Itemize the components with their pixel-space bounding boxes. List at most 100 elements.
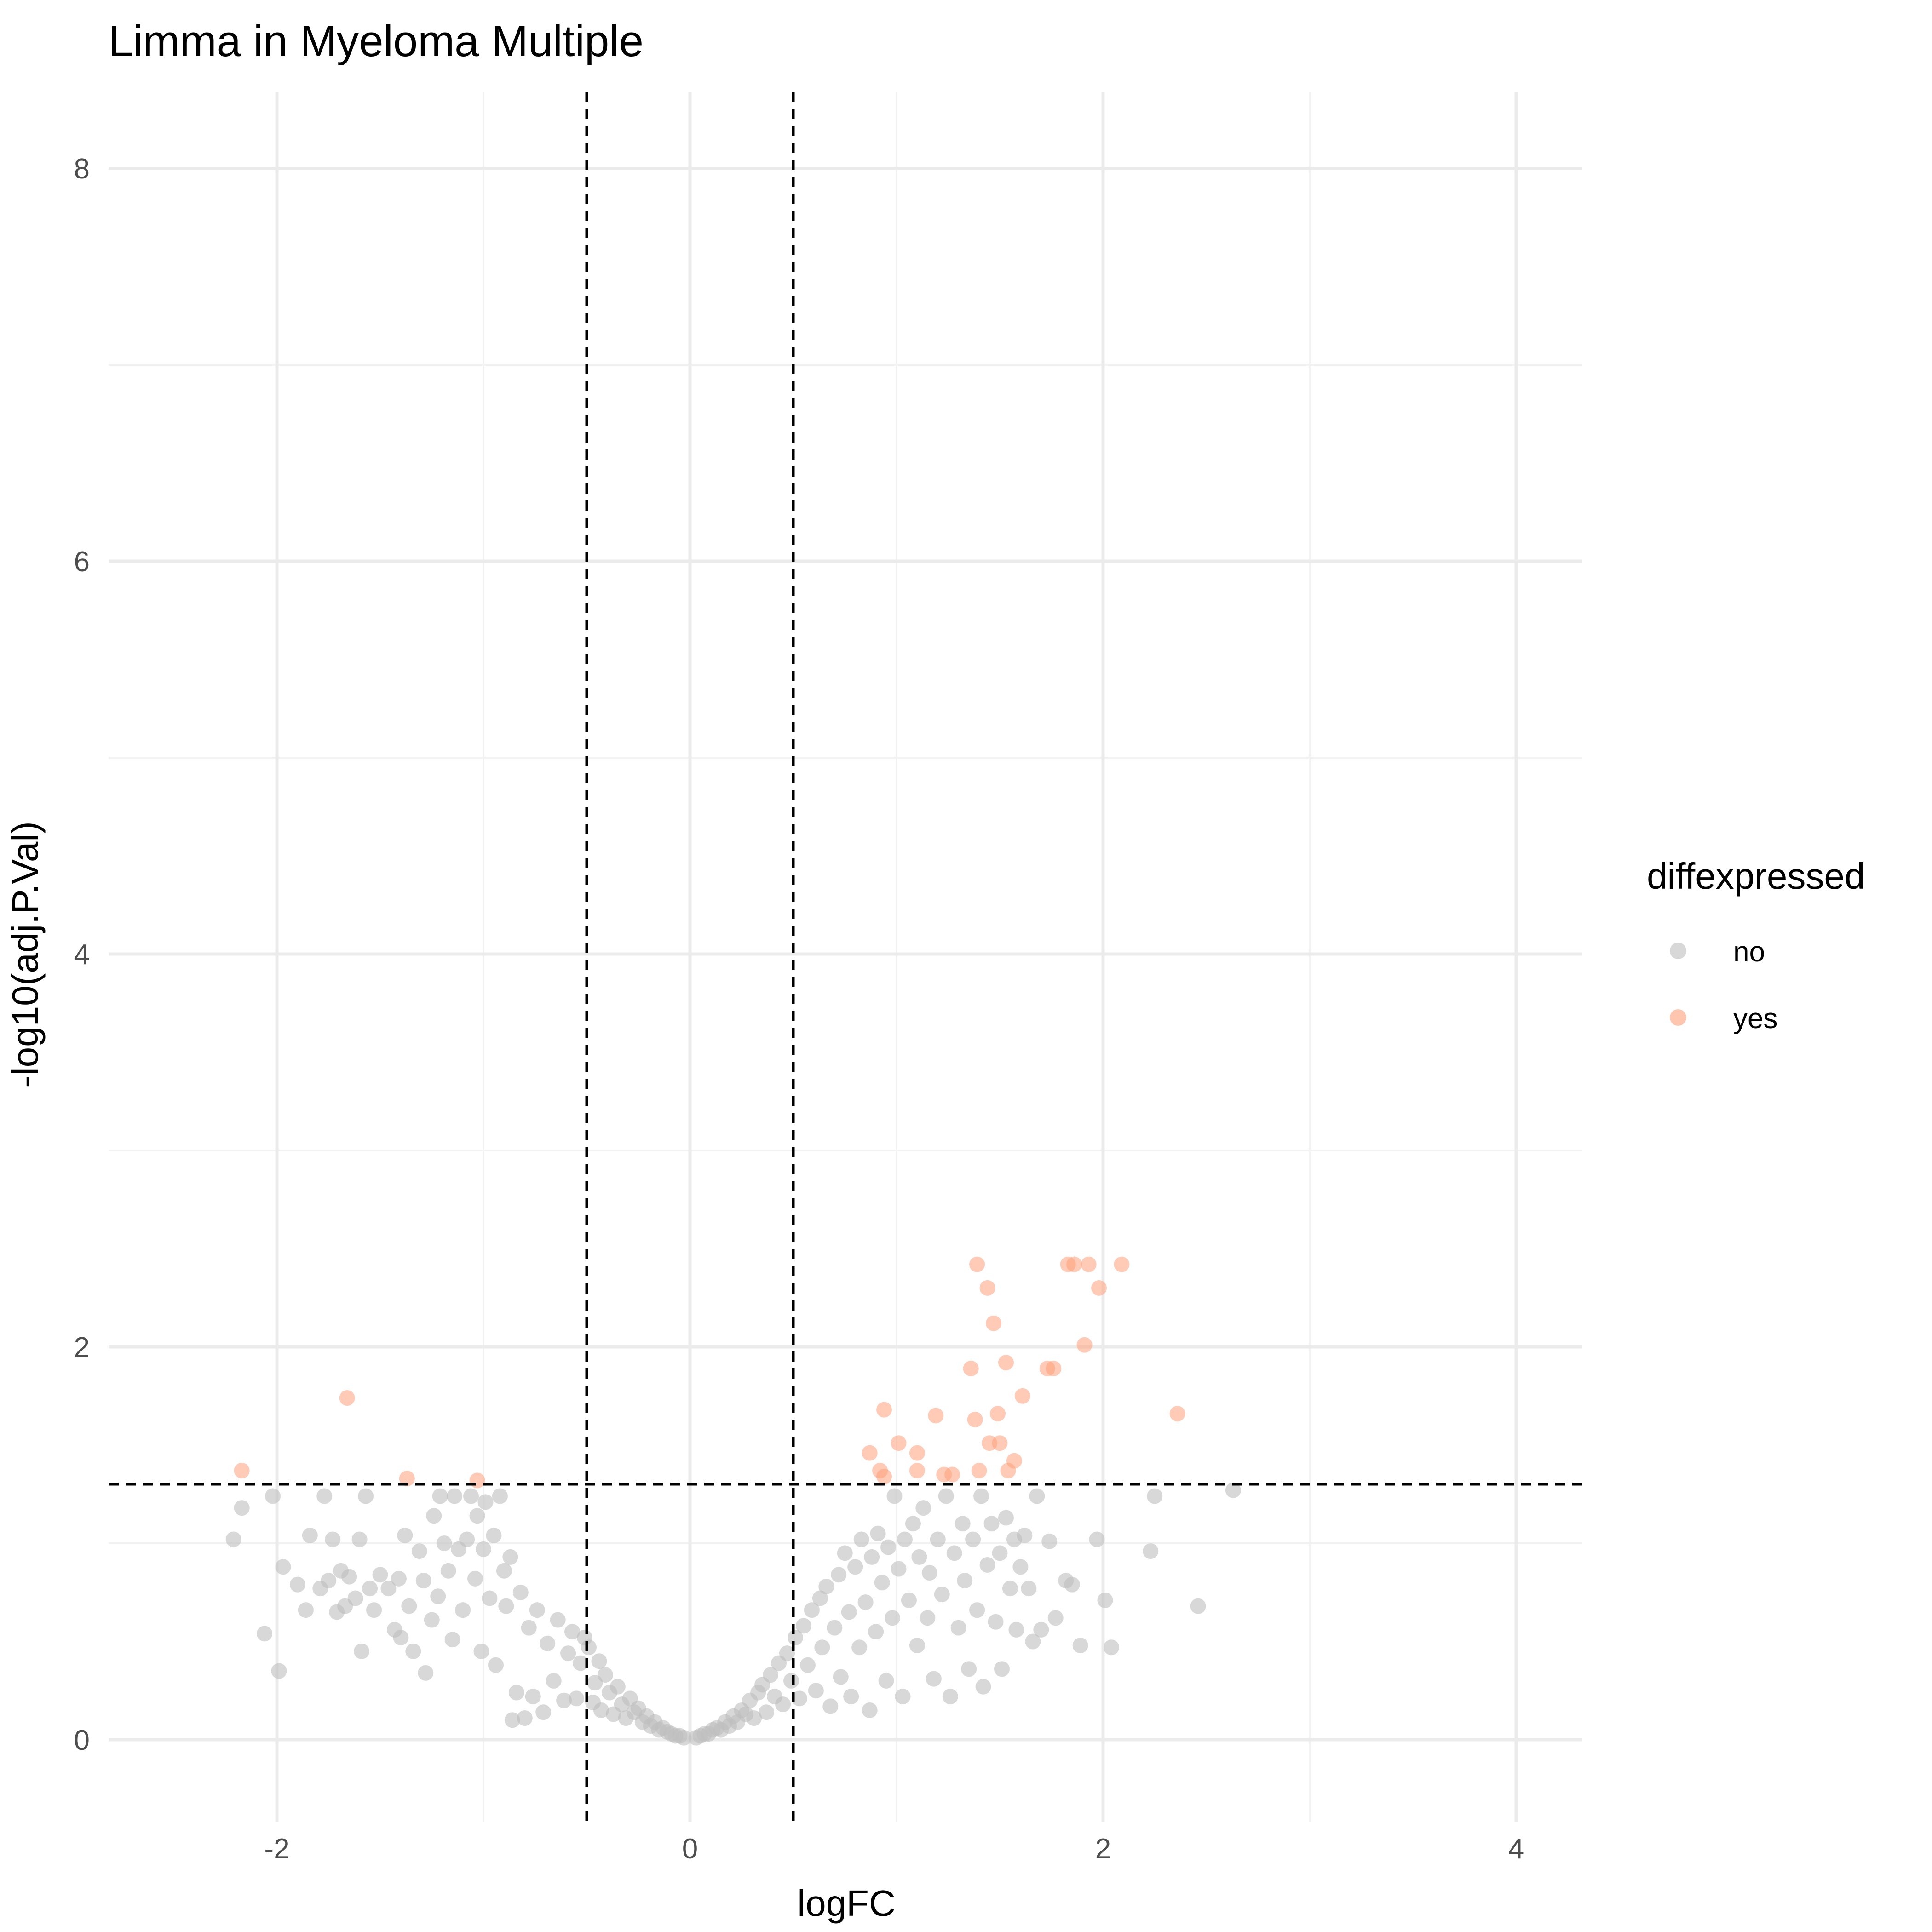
y-tick-label: 8 [74, 153, 90, 185]
point-no [878, 1673, 894, 1689]
legend-key-yes [1670, 1009, 1686, 1026]
x-tick-label: 2 [1095, 1833, 1111, 1865]
point-no [930, 1531, 946, 1547]
point-no [1089, 1531, 1105, 1547]
point-no [560, 1645, 576, 1662]
point-no [271, 1663, 287, 1679]
point-no [783, 1673, 799, 1689]
point-no [799, 1657, 816, 1673]
point-yes [399, 1471, 415, 1487]
point-no [841, 1604, 857, 1620]
point-no [775, 1696, 791, 1713]
data-points [225, 1256, 1241, 1746]
point-no [808, 1683, 824, 1699]
point-yes [876, 1402, 892, 1418]
point-no [430, 1588, 446, 1604]
point-no [459, 1531, 475, 1547]
point-no [1002, 1581, 1018, 1597]
point-no [525, 1689, 541, 1705]
point-no [870, 1525, 886, 1541]
point-no [915, 1500, 932, 1516]
point-no [795, 1618, 811, 1634]
point-no [372, 1567, 388, 1583]
point-no [921, 1565, 937, 1581]
point-no [911, 1549, 927, 1565]
point-no [556, 1692, 572, 1708]
point-no [581, 1639, 597, 1656]
point-yes [339, 1390, 355, 1406]
point-no [868, 1624, 884, 1640]
point-no [1143, 1543, 1159, 1559]
point-no [983, 1516, 1000, 1532]
point-no [1021, 1581, 1037, 1597]
point-no [1008, 1622, 1024, 1638]
point-no [1029, 1488, 1045, 1504]
point-yes [967, 1411, 983, 1427]
point-no [597, 1667, 613, 1683]
point-no [1025, 1633, 1041, 1650]
point-yes [1006, 1453, 1022, 1469]
point-no [965, 1531, 981, 1547]
point-no [426, 1508, 442, 1524]
point-no [482, 1590, 498, 1606]
point-no [847, 1559, 863, 1575]
point-no [512, 1584, 529, 1600]
point-yes [928, 1408, 944, 1424]
point-no [289, 1576, 305, 1593]
point-no [969, 1602, 985, 1618]
y-tick-label: 6 [74, 546, 90, 578]
point-yes [963, 1360, 979, 1376]
point-no [862, 1702, 878, 1718]
point-no [822, 1698, 839, 1714]
point-no [391, 1570, 407, 1587]
x-axis-title: logFC [797, 1883, 895, 1924]
point-no [853, 1531, 869, 1547]
point-no [473, 1643, 489, 1659]
point-no [447, 1488, 463, 1504]
point-no [1047, 1610, 1064, 1626]
point-no [988, 1614, 1004, 1630]
point-no [440, 1563, 456, 1579]
point-yes [1091, 1280, 1107, 1296]
point-no [905, 1516, 921, 1532]
point-no [411, 1543, 427, 1559]
point-yes [1081, 1256, 1097, 1272]
point-no [380, 1581, 397, 1597]
point-no [436, 1535, 452, 1551]
point-no [791, 1690, 807, 1707]
point-yes [990, 1406, 1006, 1422]
point-no [886, 1488, 903, 1504]
point-no [1041, 1533, 1058, 1549]
point-no [366, 1602, 382, 1618]
point-yes [944, 1466, 960, 1483]
point-no [1103, 1639, 1119, 1656]
point-no [851, 1639, 868, 1656]
point-no [973, 1488, 989, 1504]
legend-key-no [1670, 943, 1686, 959]
point-no [880, 1539, 897, 1555]
point-no [998, 1510, 1014, 1526]
y-axis-title: -log10(adj.P.Val) [5, 821, 46, 1088]
point-no [954, 1516, 971, 1532]
point-no [957, 1573, 973, 1589]
x-tick-label: 0 [682, 1833, 698, 1865]
point-no [393, 1629, 409, 1645]
point-no [540, 1635, 556, 1651]
point-no [1072, 1638, 1088, 1654]
point-no [257, 1626, 273, 1642]
point-no [864, 1549, 880, 1565]
point-no [469, 1508, 485, 1524]
point-no [891, 1561, 907, 1577]
point-no [833, 1669, 849, 1685]
point-no [463, 1488, 479, 1504]
point-no [492, 1488, 508, 1504]
point-no [942, 1689, 958, 1705]
point-no [502, 1549, 518, 1565]
point-no [546, 1673, 562, 1689]
point-no [843, 1689, 859, 1705]
point-yes [1046, 1360, 1062, 1376]
point-no [1033, 1622, 1049, 1638]
point-no [455, 1602, 471, 1618]
